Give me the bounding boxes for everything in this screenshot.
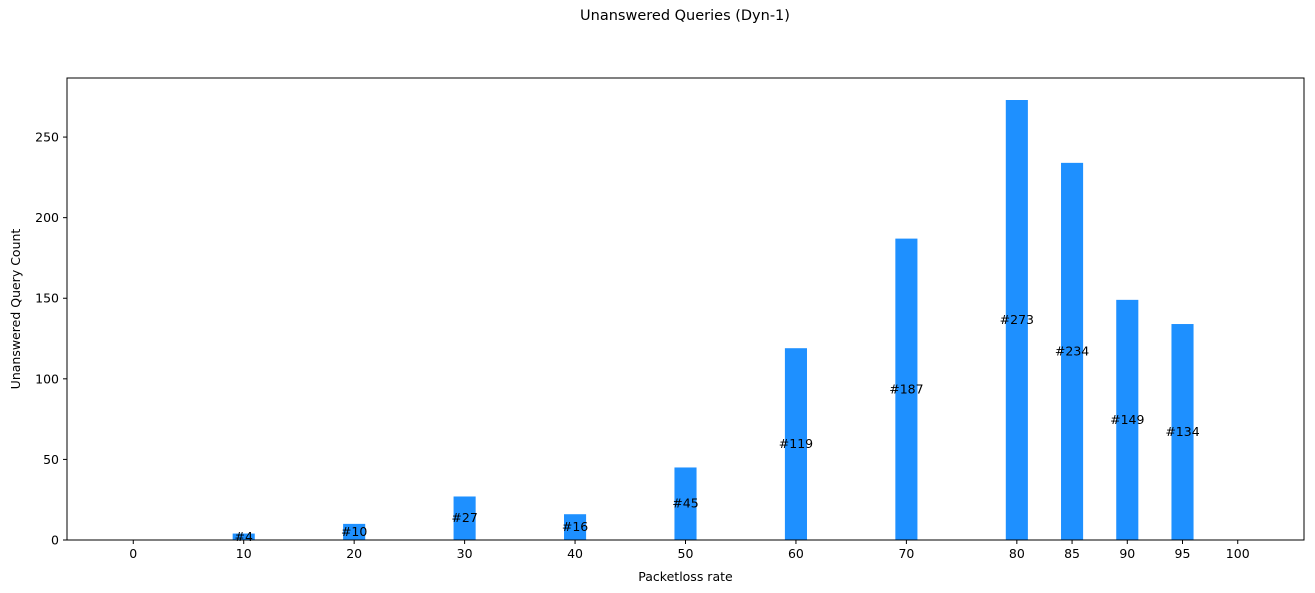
bar-30 bbox=[453, 496, 476, 540]
data-label-50: #45 bbox=[672, 496, 698, 511]
x-tick-label: 70 bbox=[898, 546, 914, 561]
bar-95 bbox=[1171, 324, 1194, 540]
bar-70 bbox=[895, 238, 918, 540]
bars-layer bbox=[232, 100, 1194, 540]
x-tick-label: 40 bbox=[567, 546, 583, 561]
chart-title: Unanswered Queries (Dyn-1) bbox=[580, 8, 790, 24]
y-tick-label: 50 bbox=[43, 452, 59, 467]
data-label-30: #27 bbox=[451, 510, 477, 525]
x-tick-label: 50 bbox=[678, 546, 694, 561]
data-labels-layer: #4 #10#27#16#45#119#187#273#234#149#134 bbox=[234, 312, 1199, 544]
x-tick-label: 30 bbox=[457, 546, 473, 561]
y-tick-label: 100 bbox=[35, 371, 59, 386]
x-tick-label: 20 bbox=[346, 546, 362, 561]
y-axis-label: Unanswered Query Count bbox=[8, 229, 23, 390]
bar-40 bbox=[564, 514, 587, 540]
data-label-90: #149 bbox=[1110, 412, 1144, 427]
bar-85 bbox=[1061, 162, 1084, 540]
x-tick-label: 85 bbox=[1064, 546, 1080, 561]
data-label-95: #134 bbox=[1165, 424, 1199, 439]
data-label-70: #187 bbox=[889, 381, 923, 396]
x-tick-label: 95 bbox=[1175, 546, 1191, 561]
data-label-20: #10 bbox=[341, 524, 367, 539]
x-tick-label: 100 bbox=[1226, 546, 1250, 561]
y-tick-label: 150 bbox=[35, 291, 59, 306]
data-label-60: #119 bbox=[779, 436, 813, 451]
y-tick-label: 0 bbox=[51, 533, 59, 548]
data-label-80: #273 bbox=[1000, 312, 1034, 327]
y-tick-label: 200 bbox=[35, 210, 59, 225]
x-tick-label: 10 bbox=[236, 546, 252, 561]
bar-20 bbox=[343, 523, 366, 540]
bar-60 bbox=[784, 348, 807, 540]
data-label-40: #16 bbox=[562, 519, 588, 534]
y-tick-label: 250 bbox=[35, 130, 59, 145]
data-label-85: #234 bbox=[1055, 343, 1089, 358]
x-axis-ticks: 0 10 20 30 40 50 60 70 80 85 90 95 100 bbox=[129, 540, 1250, 561]
bar-80 bbox=[1005, 100, 1028, 540]
x-tick-label: 0 bbox=[129, 546, 137, 561]
bar-10 bbox=[232, 533, 255, 540]
bar-50 bbox=[674, 467, 697, 540]
x-tick-label: 60 bbox=[788, 546, 804, 561]
x-axis-label: Packetloss rate bbox=[638, 569, 733, 584]
x-tick-label: 80 bbox=[1009, 546, 1025, 561]
y-axis-ticks: 0 50 100 150 200 250 bbox=[35, 130, 67, 548]
bar-90 bbox=[1116, 299, 1139, 540]
x-tick-label: 90 bbox=[1119, 546, 1135, 561]
